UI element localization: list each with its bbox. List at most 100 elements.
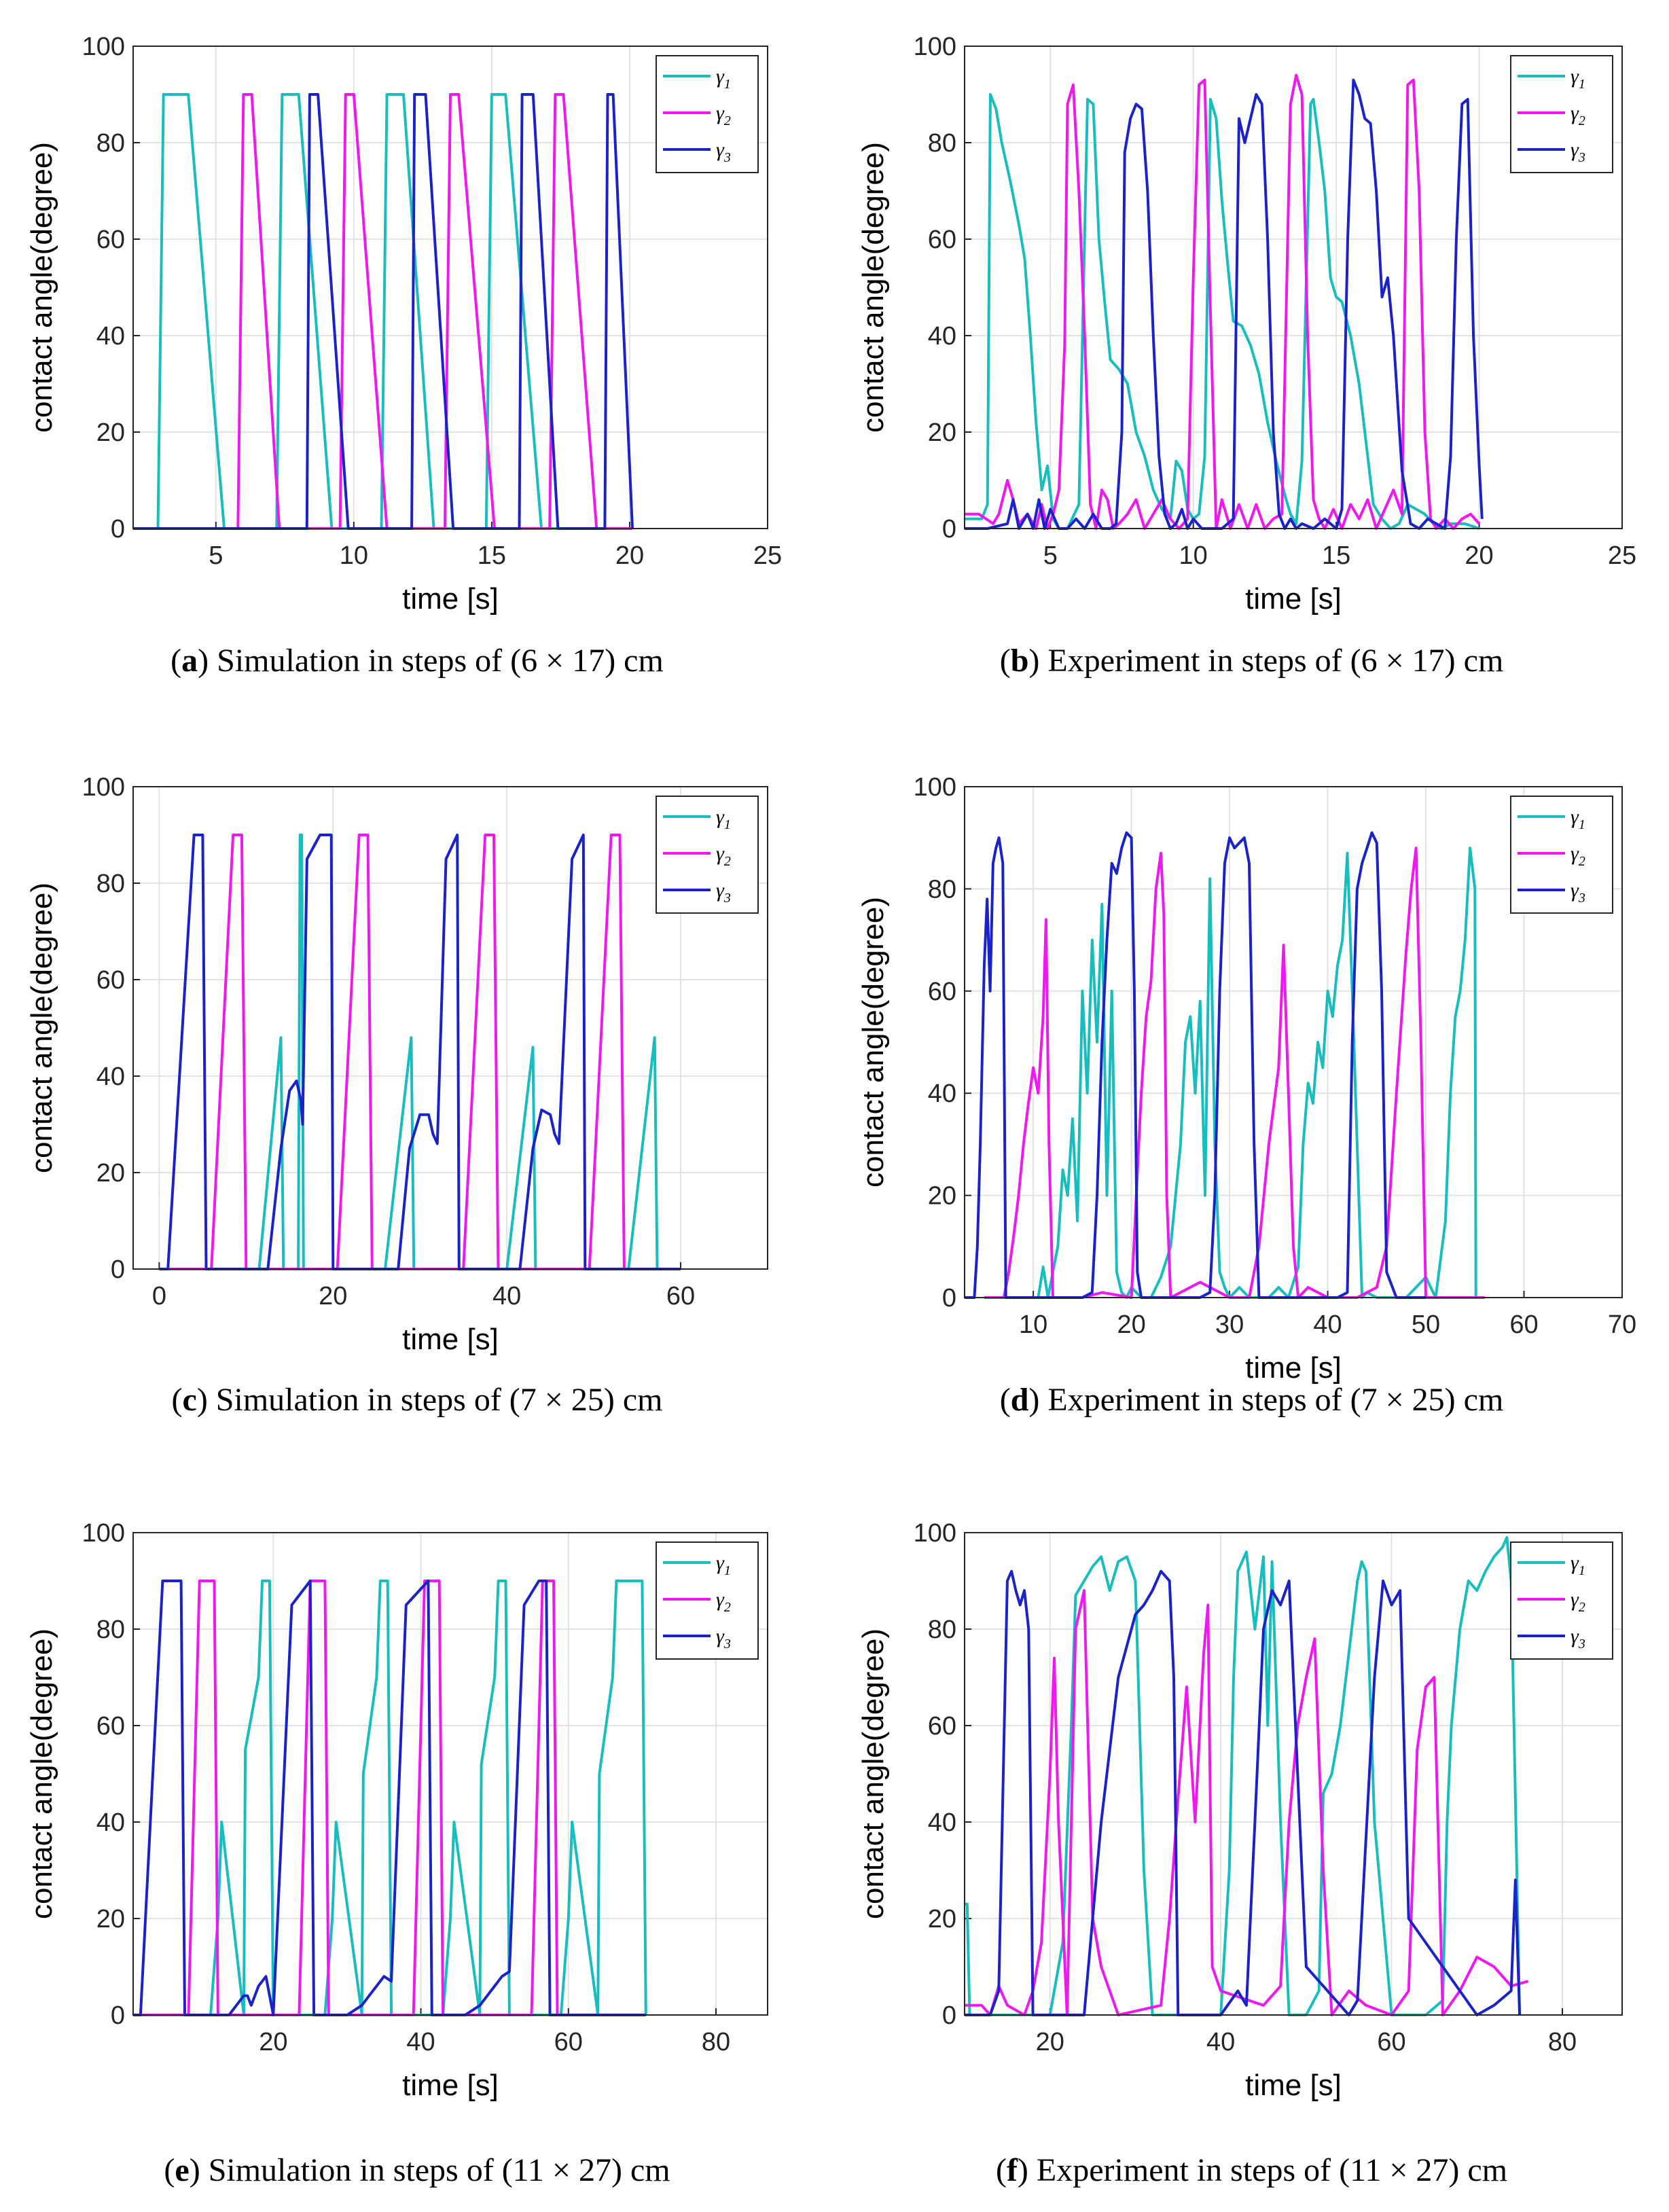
axes-frame-b — [964, 46, 1623, 529]
ylabel-f: contact angle(degree) — [857, 1628, 890, 1919]
series-line-d-2 — [984, 846, 1485, 1299]
chart-a: 0 20 40 60 80 100 5 10 15 20 25 time [s] contact ang… — [25, 33, 782, 616]
xlabel-f: time [s] — [1245, 2069, 1342, 2102]
legend-label-d-3: γ3 — [1571, 879, 1585, 906]
caption-e-text: Simulation in steps of (11 × 27) cm — [208, 2152, 670, 2188]
xtick-label-d-10: 10 — [1019, 1310, 1047, 1339]
ylabel-e: contact angle(degree) — [25, 1628, 58, 1919]
xlabel-d: time [s] — [1245, 1351, 1342, 1385]
xtick-label-d-40: 40 — [1313, 1310, 1342, 1339]
ytick-label-a-20: 20 — [96, 418, 125, 447]
caption-a-close: ) — [198, 643, 209, 679]
caption-a-text: Simulation in steps of (6 × 17) cm — [217, 643, 664, 679]
ytick-label-f-60: 60 — [928, 1712, 956, 1741]
xlabel-a: time [s] — [402, 582, 499, 616]
caption-a-letter: a — [181, 643, 198, 679]
caption-d-text: Experiment in steps of (7 × 25) cm — [1047, 1382, 1504, 1418]
axes-frame-e — [132, 1532, 768, 2016]
caption-a: (a) Simulation in steps of (6 × 17) cm — [0, 642, 834, 679]
xtick-label-e-60: 60 — [554, 2028, 583, 2056]
series-line-f-1 — [965, 1536, 1522, 2016]
legend-e: γ1 γ2 γ3 — [656, 1541, 759, 1660]
caption-b-open: ( — [999, 643, 1011, 679]
ytick-label-e-60: 60 — [96, 1712, 125, 1741]
caption-b-text: Experiment in steps of (6 × 17) cm — [1047, 643, 1504, 679]
ytick-label-b-0: 0 — [942, 515, 956, 543]
series-line-b-1 — [965, 93, 1480, 530]
chart-e: 0 20 40 60 80 100 20 40 60 80 time [s] contact angl… — [25, 1519, 768, 2102]
xtick-label-f-60: 60 — [1377, 2028, 1405, 2056]
xtick-label-a-15: 15 — [478, 541, 506, 570]
legend-label-a-2: γ2 — [716, 102, 731, 128]
ytick-label-b-20: 20 — [928, 418, 956, 447]
ytick-label-e-80: 80 — [96, 1616, 125, 1644]
legend-a: γ1 γ2 γ3 — [656, 55, 759, 173]
xtick-label-d-50: 50 — [1412, 1310, 1440, 1339]
axes-frame-d — [964, 786, 1623, 1298]
ytick-label-c-0: 0 — [111, 1255, 125, 1284]
legend-label-c-2: γ2 — [716, 842, 731, 869]
ytick-label-f-0: 0 — [942, 2001, 956, 2030]
legend-d: γ1 γ2 γ3 — [1510, 796, 1613, 914]
xtick-label-b-20: 20 — [1465, 541, 1493, 570]
ytick-label-f-40: 40 — [928, 1808, 956, 1837]
ytick-label-a-60: 60 — [96, 226, 125, 254]
xlabel-e: time [s] — [402, 2069, 499, 2102]
xtick-label-f-20: 20 — [1036, 2028, 1064, 2056]
legend-label-e-3: γ3 — [716, 1625, 731, 1652]
caption-c-open: ( — [171, 1382, 183, 1418]
ytick-label-e-20: 20 — [96, 1905, 125, 1933]
ytick-label-f-100: 100 — [914, 1519, 956, 1548]
ytick-label-f-80: 80 — [928, 1616, 956, 1644]
caption-b: (b) Experiment in steps of (6 × 17) cm — [834, 642, 1669, 679]
ytick-label-a-40: 40 — [96, 322, 125, 351]
xtick-label-b-15: 15 — [1322, 541, 1350, 570]
caption-c-letter: c — [182, 1382, 197, 1418]
legend-label-a-3: γ3 — [716, 139, 731, 165]
ytick-label-e-0: 0 — [111, 2001, 125, 2030]
ytick-label-a-100: 100 — [82, 33, 125, 61]
ytick-label-b-80: 80 — [928, 129, 956, 158]
xtick-label-c-60: 60 — [666, 1282, 695, 1310]
caption-f-letter: f — [1006, 2152, 1018, 2188]
caption-f-text: Experiment in steps of (11 × 27) cm — [1036, 2152, 1508, 2188]
ytick-label-d-100: 100 — [914, 773, 956, 802]
legend-label-d-1: γ1 — [1571, 806, 1585, 832]
xtick-label-f-40: 40 — [1206, 2028, 1235, 2056]
ylabel-b: contact angle(degree) — [857, 142, 890, 433]
xtick-label-d-60: 60 — [1509, 1310, 1538, 1339]
caption-b-close: ) — [1028, 643, 1040, 679]
xtick-label-c-20: 20 — [319, 1282, 347, 1310]
caption-c-text: Simulation in steps of (7 × 25) cm — [215, 1382, 663, 1418]
caption-a-open: ( — [171, 643, 182, 679]
legend-c: γ1 γ2 γ3 — [656, 796, 759, 914]
series-line-b-2 — [965, 73, 1481, 530]
caption-f: (f) Experiment in steps of (11 × 27) cm — [834, 2152, 1669, 2189]
series-line-e-3 — [133, 1580, 646, 2016]
ytick-label-c-80: 80 — [96, 870, 125, 898]
xtick-label-b-10: 10 — [1179, 541, 1208, 570]
xtick-label-b-25: 25 — [1608, 541, 1636, 570]
caption-e-open: ( — [164, 2152, 175, 2188]
ytick-label-e-40: 40 — [96, 1808, 125, 1837]
xtick-label-e-20: 20 — [259, 2028, 287, 2056]
series-line-f-2 — [965, 1589, 1529, 2016]
caption-c: (c) Simulation in steps of (7 × 25) cm — [0, 1381, 834, 1419]
xlabel-c: time [s] — [402, 1323, 499, 1356]
ytick-label-d-0: 0 — [942, 1284, 956, 1313]
caption-d: (d) Experiment in steps of (7 × 25) cm — [834, 1381, 1669, 1419]
ytick-label-c-40: 40 — [96, 1063, 125, 1091]
legend-label-e-1: γ1 — [716, 1552, 731, 1578]
series-line-b-3 — [965, 78, 1484, 530]
xtick-label-a-20: 20 — [615, 541, 644, 570]
xtick-label-d-70: 70 — [1608, 1310, 1636, 1339]
xtick-label-a-10: 10 — [340, 541, 368, 570]
axes-frame-c — [132, 786, 768, 1270]
legend-b: γ1 γ2 γ3 — [1510, 55, 1613, 173]
legend-label-b-1: γ1 — [1571, 65, 1585, 92]
legend-label-b-2: γ2 — [1571, 102, 1585, 128]
axes-frame-f — [964, 1532, 1623, 2016]
ylabel-a: contact angle(degree) — [25, 142, 58, 433]
caption-e-letter: e — [175, 2152, 190, 2188]
caption-c-close: ) — [196, 1382, 208, 1418]
